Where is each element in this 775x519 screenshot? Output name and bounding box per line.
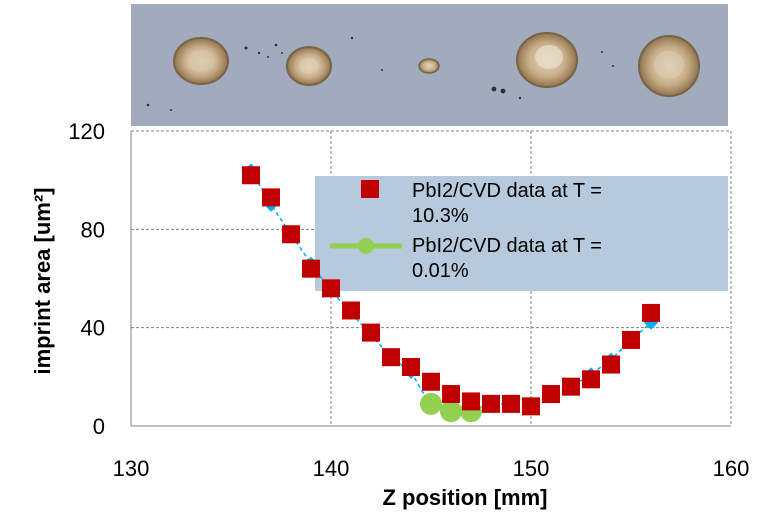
data-point (542, 385, 560, 404)
legend-label: 10.3% (412, 205, 469, 227)
data-point (462, 392, 480, 411)
data-point (622, 330, 640, 349)
data-point (442, 385, 460, 404)
imprint-spot (173, 37, 229, 85)
micrograph-image (131, 4, 728, 126)
data-point (420, 392, 442, 415)
imprint-spot (638, 35, 700, 97)
data-point (262, 188, 280, 207)
series-square (242, 166, 660, 416)
data-point (302, 259, 320, 278)
data-point (242, 166, 260, 185)
legend-label: PbI2/CVD data at T = (412, 235, 602, 257)
x-tick-label: 130 (113, 456, 150, 481)
data-point (522, 397, 540, 416)
data-point (440, 400, 462, 423)
data-point (402, 358, 420, 376)
data-point (382, 348, 400, 367)
data-point (582, 370, 600, 389)
imprint-spot (286, 46, 332, 86)
legend-label: PbI2/CVD data at T = (412, 180, 602, 202)
y-tick-label: 0 (93, 414, 105, 439)
imprint-spot (516, 32, 578, 88)
data-point (342, 301, 360, 320)
data-point (602, 355, 620, 374)
y-axis-title: imprint area [um²] (30, 187, 55, 374)
data-point (642, 303, 660, 322)
y-tick-label: 80 (81, 217, 105, 242)
y-tick-label: 120 (68, 119, 105, 144)
x-tick-label: 150 (513, 456, 550, 481)
data-point (362, 323, 380, 342)
x-tick-label: 140 (313, 456, 350, 481)
debris-dots (146, 36, 614, 111)
y-tick-label: 40 (81, 316, 105, 341)
legend: PbI2/CVD data at T = 10.3% PbI2/CVD data… (330, 180, 602, 282)
data-point (562, 377, 580, 396)
legend-marker-square (361, 180, 379, 198)
tick-labels: 130 140 150 160 0 40 80 120 (68, 119, 749, 481)
plot-frame (130, 130, 732, 427)
data-point (502, 394, 520, 413)
data-point (322, 279, 340, 298)
data-point (282, 225, 300, 244)
legend-box (315, 176, 728, 291)
data-point (482, 394, 500, 413)
legend-label: 0.01% (412, 260, 469, 282)
legend-marker-circle (358, 238, 374, 254)
x-axis-title: Z position [mm] (383, 485, 548, 510)
imprint-spot (418, 58, 440, 74)
x-tick-label: 160 (713, 456, 750, 481)
data-point (422, 372, 440, 391)
